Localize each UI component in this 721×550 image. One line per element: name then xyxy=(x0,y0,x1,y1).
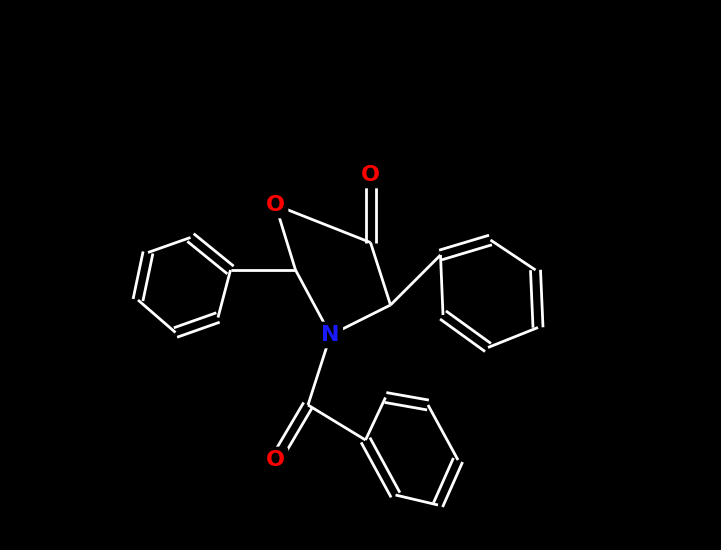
Text: O: O xyxy=(361,165,380,185)
Text: N: N xyxy=(322,325,340,345)
Text: O: O xyxy=(266,195,285,215)
Text: O: O xyxy=(266,450,285,470)
